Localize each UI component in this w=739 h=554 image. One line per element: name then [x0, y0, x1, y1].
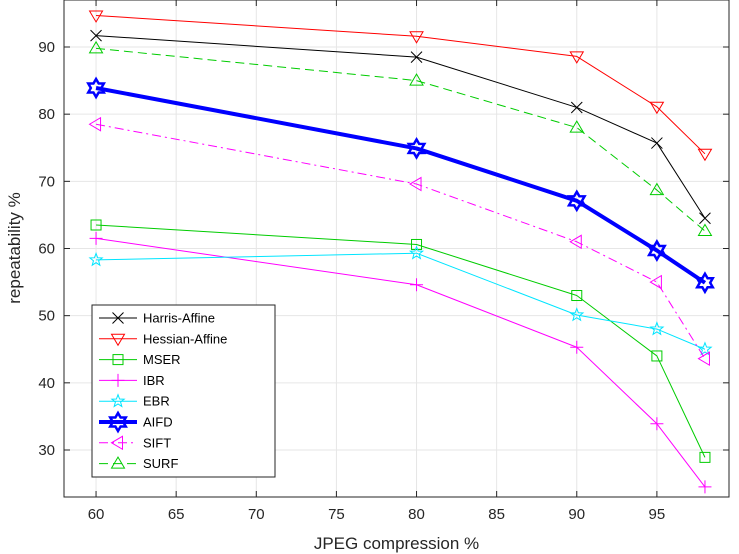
x-tick-label: 90 — [568, 506, 585, 523]
legend-marker-ebr — [110, 393, 126, 408]
series-line-aifd — [95, 86, 707, 285]
data-point-mser — [699, 451, 711, 463]
data-point-ebr — [697, 341, 713, 356]
data-point-hessian-affine — [88, 10, 104, 23]
legend-label-sift: SIFT — [143, 435, 171, 450]
data-point-ebr — [649, 321, 665, 336]
data-point-harris-affine — [651, 137, 663, 149]
legend-label-aifd: AIFD — [143, 415, 173, 430]
data-point-ibr — [650, 417, 664, 431]
series-mser — [90, 219, 711, 463]
x-tick-label: 80 — [408, 506, 425, 523]
legend-label-mser: MSER — [143, 352, 181, 367]
legend-marker-ibr — [111, 373, 125, 387]
data-point-hessian-affine — [409, 31, 424, 44]
data-point-aifd — [566, 189, 587, 213]
legend-label-hessian-affine: Hessian-Affine — [143, 331, 227, 346]
legend-marker-aifd — [108, 410, 128, 434]
x-tick-label: 60 — [88, 506, 105, 523]
series-line-sift — [95, 123, 706, 359]
data-point-harris-affine — [90, 29, 102, 42]
x-tick-label: 85 — [488, 506, 505, 523]
data-point-ibr — [570, 340, 584, 354]
x-tick-label: 95 — [649, 506, 666, 523]
data-point-harris-affine — [410, 51, 423, 63]
data-point-surf — [88, 40, 104, 54]
legend-label-ebr: EBR — [143, 394, 170, 409]
data-point-mser — [90, 219, 102, 231]
y-axis-label: repeatability % — [5, 192, 24, 304]
series-aifd — [86, 76, 715, 295]
data-point-ebr — [569, 307, 585, 322]
series-line-mser — [96, 224, 706, 458]
series-ibr — [89, 231, 712, 494]
legend-marker-sift — [110, 435, 123, 451]
data-point-harris-affine — [570, 101, 583, 114]
y-tick-label: 70 — [38, 173, 55, 190]
legend-label-harris-affine: Harris-Affine — [143, 311, 215, 326]
data-point-ebr — [88, 251, 104, 267]
data-point-mser — [411, 238, 423, 250]
data-point-sift — [88, 116, 102, 132]
axis-ticks: 60 65 70 75 80 85 90 95 30 40 50 60 70 80 90 — [38, 0, 729, 523]
series-layer — [86, 10, 715, 494]
data-point-aifd — [646, 239, 667, 262]
legend-label-ibr: IBR — [143, 373, 165, 388]
data-point-surf — [697, 223, 713, 237]
data-point-mser — [571, 290, 583, 302]
series-surf — [88, 40, 713, 237]
y-tick-label: 40 — [38, 375, 55, 392]
y-tick-label: 60 — [38, 241, 55, 258]
legend-marker-surf — [110, 456, 126, 469]
data-point-aifd — [86, 76, 106, 100]
legend-label-surf: SURF — [143, 456, 178, 471]
series-ebr — [88, 245, 713, 356]
series-sift — [88, 116, 710, 367]
y-tick-label: 80 — [38, 106, 55, 123]
data-point-ibr — [698, 480, 712, 494]
data-point-hessian-affine — [697, 148, 713, 162]
legend-marker-harris-affine — [112, 312, 124, 324]
x-tick-label: 70 — [248, 506, 265, 523]
y-tick-label: 90 — [38, 39, 55, 56]
series-line-hessian-affine — [96, 14, 706, 155]
x-tick-label: 65 — [168, 506, 185, 523]
data-point-sift — [649, 274, 662, 290]
y-tick-label: 50 — [38, 308, 55, 325]
data-point-aifd — [406, 136, 427, 160]
data-point-hessian-affine — [649, 101, 665, 115]
legend-marker-hessian-affine — [110, 333, 126, 347]
series-line-ebr — [96, 252, 706, 350]
data-point-ebr — [408, 245, 425, 260]
data-point-surf — [649, 182, 665, 196]
data-point-aifd — [695, 271, 715, 295]
data-point-sift — [697, 351, 710, 367]
data-point-hessian-affine — [569, 51, 585, 64]
series-line-surf — [95, 47, 706, 232]
data-point-sift — [409, 176, 422, 192]
data-point-sift — [569, 234, 582, 250]
data-point-harris-affine — [699, 212, 711, 225]
data-point-surf — [409, 73, 424, 86]
y-tick-label: 30 — [38, 442, 55, 459]
data-point-ibr — [89, 231, 103, 245]
legend: Harris-Affine Hessian-Affine MSER IBR EBR AIF… — [91, 304, 276, 478]
x-axis-label: JPEG compression % — [314, 534, 479, 553]
data-point-mser — [651, 350, 663, 362]
data-point-ibr — [410, 278, 424, 292]
x-tick-label: 75 — [328, 506, 345, 523]
legend-marker-mser — [112, 354, 124, 366]
series-line-harris-affine — [96, 35, 706, 219]
series-hessian-affine — [88, 10, 713, 162]
series-harris-affine — [90, 29, 711, 225]
data-point-surf — [569, 120, 585, 133]
